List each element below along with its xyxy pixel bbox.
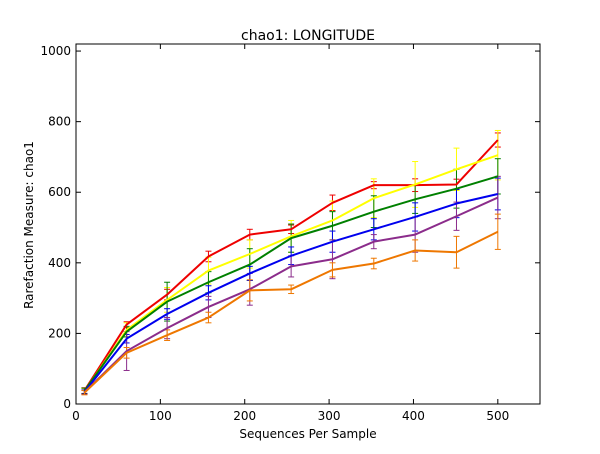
series-line-3 [83,175,499,392]
x-axis-label: Sequences Per Sample [239,427,376,441]
y-axis-label: Rarefaction Measure: chao1 [22,141,36,309]
x-tick-label: 300 [318,409,341,423]
series-line-4 [83,193,499,393]
x-tick-label: 400 [402,409,425,423]
series-line-5 [83,196,499,394]
plot-frame [75,43,541,405]
x-tick-label: 200 [233,409,256,423]
y-tick-label: 1000 [40,44,71,58]
y-tick-label: 800 [48,115,71,129]
y-tick-label: 400 [48,256,71,270]
plot-area: 0 100 200 300 400 500 0 200 400 600 800 1000 [40,43,541,423]
series-line-1 [83,139,499,392]
chart-title: chao1: LONGITUDE [241,28,375,44]
x-tick-label: 500 [486,409,509,423]
x-tick-label: 100 [149,409,172,423]
y-tick-label: 600 [48,185,71,199]
series-line-6 [83,230,499,394]
series-line-2 [83,154,499,392]
y-tick-label: 0 [63,397,71,411]
y-tick-label: 200 [48,326,71,340]
x-tick-label: 0 [72,409,80,423]
